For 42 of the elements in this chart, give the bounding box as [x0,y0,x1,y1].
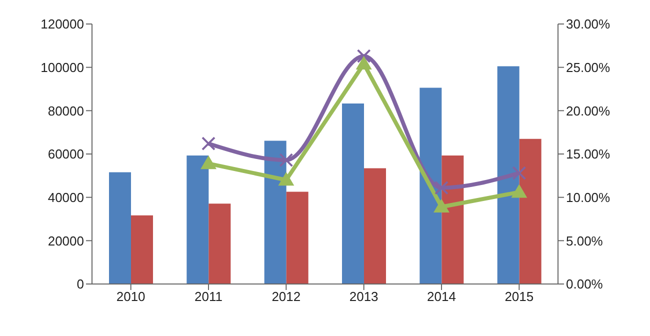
bar [264,140,286,284]
y2-tick-label: 10.00% [566,190,611,205]
point [434,180,448,195]
point [200,156,216,170]
bar [519,138,542,284]
point [434,198,450,212]
point [279,153,294,168]
y-tick-label: 40000 [48,190,84,205]
x-tick-label: 2013 [349,289,378,304]
y2-tick-label: 30.00% [566,16,611,32]
point [511,184,528,198]
point [202,136,216,151]
bar [131,215,153,284]
bar [208,204,231,284]
x-tick-label: 2015 [504,289,534,304]
bar [186,156,209,284]
bar [286,192,308,284]
bar [342,104,364,284]
y2-tick-label: 20.00% [566,103,611,118]
bar [442,156,464,284]
x-tick-label: 2012 [272,289,301,304]
y-tick-label: 0 [76,276,84,292]
bar [109,172,131,284]
y-tick-label: 20000 [48,233,84,248]
y2-tick-label: 0.00% [566,276,604,292]
bar [364,168,386,284]
y-tick-label: 60000 [48,146,84,162]
point [356,56,372,70]
y-tick-label: 80000 [48,103,84,118]
point [278,172,294,186]
y2-tick-label: 15.00% [566,146,611,162]
x-tick-label: 2014 [427,289,456,304]
x-tick-label: 2010 [116,289,146,304]
y2-tick-label: 25.00% [566,60,611,75]
y-tick-label: 100000 [40,60,84,75]
x-tick-label: 2011 [194,289,222,304]
point [512,166,526,180]
bar [497,66,520,284]
y-tick-label: 120000 [40,16,84,32]
point [356,49,371,64]
bar [420,88,442,284]
y2-tick-label: 5.00% [566,233,604,248]
